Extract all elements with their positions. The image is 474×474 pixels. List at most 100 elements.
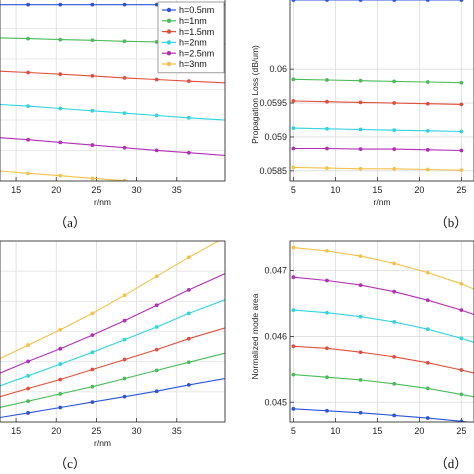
y-tick-label: 0.0595 bbox=[259, 98, 287, 108]
series-line-h-2nm bbox=[0, 103, 225, 121]
y-tick-label: 0.046 bbox=[264, 331, 287, 341]
data-point-h-2nm bbox=[154, 113, 159, 118]
data-point-h-1nm bbox=[90, 38, 95, 43]
data-point-h-3nm bbox=[392, 261, 397, 266]
data-point-h-2-5nm bbox=[26, 359, 31, 364]
data-point-h-0-5nm bbox=[291, 0, 296, 2]
data-point-h-1nm bbox=[392, 381, 397, 386]
data-point-h-3nm bbox=[459, 281, 464, 286]
data-point-h-3nm bbox=[90, 311, 95, 316]
series-line-h-1-5nm bbox=[0, 327, 225, 398]
data-point-h-3nm bbox=[187, 183, 191, 187]
data-point-h-2nm bbox=[90, 108, 95, 113]
data-point-h-1nm bbox=[358, 377, 363, 382]
data-point-h-2nm bbox=[392, 320, 397, 324]
data-point-h-0-5nm bbox=[122, 2, 127, 7]
x-tick-label: 20 bbox=[51, 185, 61, 195]
data-point-h-2nm bbox=[58, 362, 63, 366]
data-point-h-1nm bbox=[26, 399, 31, 404]
data-point-h-3nm bbox=[26, 171, 31, 176]
data-point-h-2-5nm bbox=[425, 298, 430, 303]
series-line-h-3nm bbox=[0, 241, 220, 360]
data-point-h-0-5nm bbox=[186, 382, 191, 387]
series-line-h-3nm bbox=[0, 170, 137, 181]
series-line-h-2-5nm bbox=[0, 137, 225, 156]
data-point-h-3nm bbox=[291, 245, 296, 250]
data-point-h-0-5nm bbox=[26, 2, 31, 7]
data-point-h-1nm bbox=[154, 40, 159, 44]
panel-label: （c） bbox=[54, 456, 86, 471]
data-point-h-2-5nm bbox=[358, 147, 363, 152]
data-point-h-2-5nm bbox=[122, 145, 127, 150]
data-point-h-1nm bbox=[26, 36, 31, 41]
x-tick-label: 10 bbox=[330, 185, 340, 195]
data-point-h-2-5nm bbox=[425, 147, 430, 152]
data-point-h-0-5nm bbox=[425, 0, 430, 2]
data-point-h-1nm bbox=[90, 384, 95, 389]
data-point-h-1-5nm bbox=[154, 347, 159, 352]
data-point-h-0-5nm bbox=[122, 394, 127, 399]
data-point-h-1nm bbox=[58, 37, 63, 42]
data-point-h-3nm bbox=[122, 178, 127, 181]
x-tick-label: 15 bbox=[11, 426, 21, 436]
data-point-h-2nm bbox=[291, 308, 296, 313]
y-axis-label: Propagation Loss (dB/um) bbox=[250, 45, 260, 144]
series-line-h-2nm bbox=[0, 299, 225, 387]
y-tick-label: 0.059 bbox=[264, 132, 287, 142]
legend-entry: h=0.5nm bbox=[179, 5, 214, 15]
data-point-h-2nm bbox=[392, 128, 397, 133]
data-point-h-1nm bbox=[325, 375, 329, 380]
data-point-h-3nm bbox=[358, 254, 363, 259]
panel-label: （a） bbox=[54, 215, 86, 230]
data-point-h-2-5nm bbox=[392, 147, 397, 152]
data-point-h-2-5nm bbox=[154, 303, 159, 308]
chart-panel-4: 5 10 15 20 25 0.045 0.046 0.047 Normalized mode … bbox=[250, 240, 474, 471]
y-tick-label: 0.045 bbox=[264, 397, 287, 407]
x-tick-label: 25 bbox=[91, 185, 101, 195]
data-point-h-2nm bbox=[425, 327, 430, 332]
legend-swatch-marker bbox=[166, 29, 172, 34]
series-line-h-0-5nm bbox=[0, 378, 225, 419]
x-tick-label: 35 bbox=[172, 185, 182, 195]
x-tick-label: 25 bbox=[456, 426, 466, 436]
data-point-h-2nm bbox=[425, 128, 430, 133]
series-line-h-1nm bbox=[0, 352, 225, 409]
legend-swatch-marker bbox=[166, 61, 172, 67]
legend-swatch-marker bbox=[166, 40, 172, 45]
data-point-h-2-5nm bbox=[154, 148, 159, 153]
data-point-h-0-5nm bbox=[154, 2, 159, 7]
data-point-h-2-5nm bbox=[459, 148, 464, 153]
x-tick-label: 25 bbox=[91, 426, 101, 436]
chart-panel-3: 15 20 25 30 35 r/nm （c） bbox=[0, 240, 226, 471]
legend-entry: h=3nm bbox=[179, 59, 207, 69]
data-point-h-2nm bbox=[58, 106, 63, 111]
data-point-h-1-5nm bbox=[154, 77, 159, 82]
data-point-h-1nm bbox=[459, 80, 464, 85]
data-point-h-2-5nm bbox=[186, 150, 191, 155]
x-tick-label: 20 bbox=[51, 426, 61, 436]
panel-label: （b） bbox=[435, 215, 468, 230]
data-point-h-1nm bbox=[58, 392, 63, 396]
data-point-h-1-5nm bbox=[325, 99, 329, 104]
data-point-h-1-5nm bbox=[425, 360, 430, 365]
data-point-h-2-5nm bbox=[58, 140, 63, 145]
data-point-h-3nm bbox=[155, 181, 159, 185]
y-tick-label: 0.06 bbox=[269, 64, 287, 74]
data-point-h-1nm bbox=[358, 78, 363, 83]
data-point-h-2nm bbox=[26, 104, 31, 109]
series-line-h-3nm bbox=[293, 166, 462, 171]
data-point-h-0-5nm bbox=[325, 408, 329, 413]
x-tick-label: 5 bbox=[291, 426, 296, 436]
data-point-h-2-5nm bbox=[90, 143, 95, 147]
data-point-h-2nm bbox=[325, 310, 329, 315]
chart-panel-1: 15 20 25 30 35 r/nm （a） h=0.5nmh=1nmh=1.5nmh=2n… bbox=[0, 0, 226, 230]
data-point-h-1-5nm bbox=[90, 73, 95, 78]
data-point-h-0-5nm bbox=[325, 0, 329, 2]
data-point-h-3nm bbox=[58, 173, 63, 178]
data-point-h-0-5nm bbox=[425, 416, 430, 420]
data-point-h-1nm bbox=[425, 386, 430, 391]
legend-entry: h=1nm bbox=[179, 16, 207, 26]
data-point-h-1nm bbox=[154, 368, 159, 373]
